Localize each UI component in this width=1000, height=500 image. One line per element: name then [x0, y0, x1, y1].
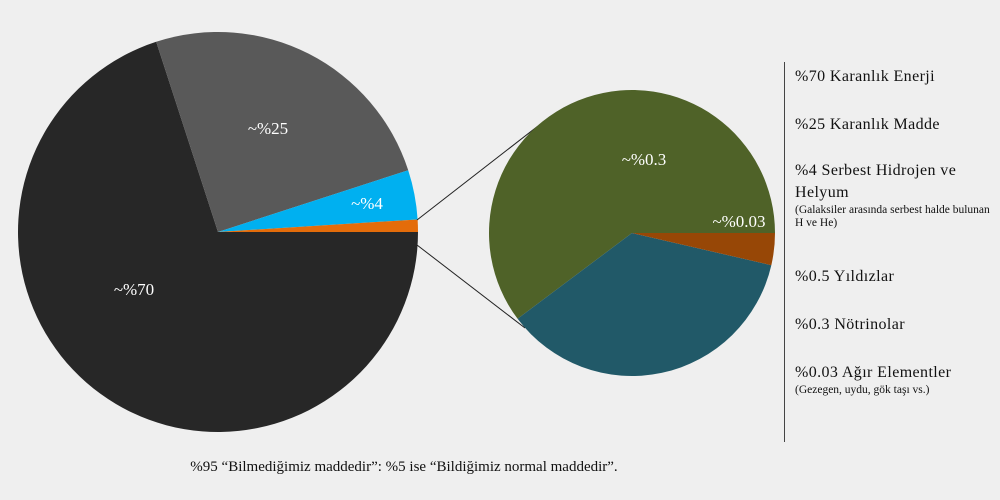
main-slice-2	[218, 170, 418, 232]
legend-item-dark-energy: %70 Karanlık Enerji	[795, 66, 995, 88]
legend-item-neutrinos: %0.3 Nötrinolar	[795, 314, 995, 336]
legend-item-dark-matter: %25 Karanlık Madde	[795, 114, 995, 136]
zoom-connector-lines	[416, 125, 539, 329]
main-slice-0	[17, 41, 418, 433]
detail-slice-label-1: ~%0.3	[622, 150, 667, 169]
detail-slice-label-2: ~%0.03	[712, 212, 765, 231]
main-slice-3	[218, 219, 418, 232]
legend-label: %0.3 Nötrinolar	[795, 316, 905, 333]
zoom-line-1	[416, 244, 526, 329]
main-slice-1	[156, 32, 409, 232]
legend-label: %4 Serbest Hidrojen ve Helyum	[795, 162, 957, 201]
legend-label: %0.5 Yıldızlar	[795, 268, 895, 285]
legend-label: %70 Karanlık Enerji	[795, 68, 935, 85]
legend-label: %0.03 Ağır Elementler	[795, 364, 952, 381]
legend-item-stars: %0.5 Yıldızlar	[795, 266, 995, 288]
legend-item-heavy-elements: %0.03 Ağır Elementler (Gezegen, uydu, gö…	[795, 362, 995, 397]
main-slice-label-2: ~%4	[351, 194, 383, 213]
legend-item-free-hydrogen-helium: %4 Serbest Hidrojen ve Helyum (Galaksile…	[795, 160, 995, 230]
zoom-line-0	[416, 125, 539, 221]
chart-caption: %95 “Bilmediğimiz maddedir”: %5 ise “Bil…	[190, 459, 618, 475]
legend: %70 Karanlık Enerji %25 Karanlık Madde %…	[784, 62, 994, 442]
detail-slice-2	[632, 233, 775, 266]
legend-note: (Gezegen, uydu, gök taşı vs.)	[795, 384, 930, 396]
main-pie: ~%70 ~%25 ~%4	[17, 32, 418, 433]
main-slice-label-1: ~%25	[248, 119, 288, 138]
detail-slice-1	[517, 233, 772, 377]
detail-pie: ~%0.5~%0.3~%0.03	[488, 90, 775, 377]
main-slice-label-0: ~%70	[114, 280, 154, 299]
detail-slice-0	[488, 90, 775, 319]
legend-label: %25 Karanlık Madde	[795, 116, 940, 133]
legend-note: (Galaksiler arasında serbest halde bulun…	[795, 204, 990, 229]
